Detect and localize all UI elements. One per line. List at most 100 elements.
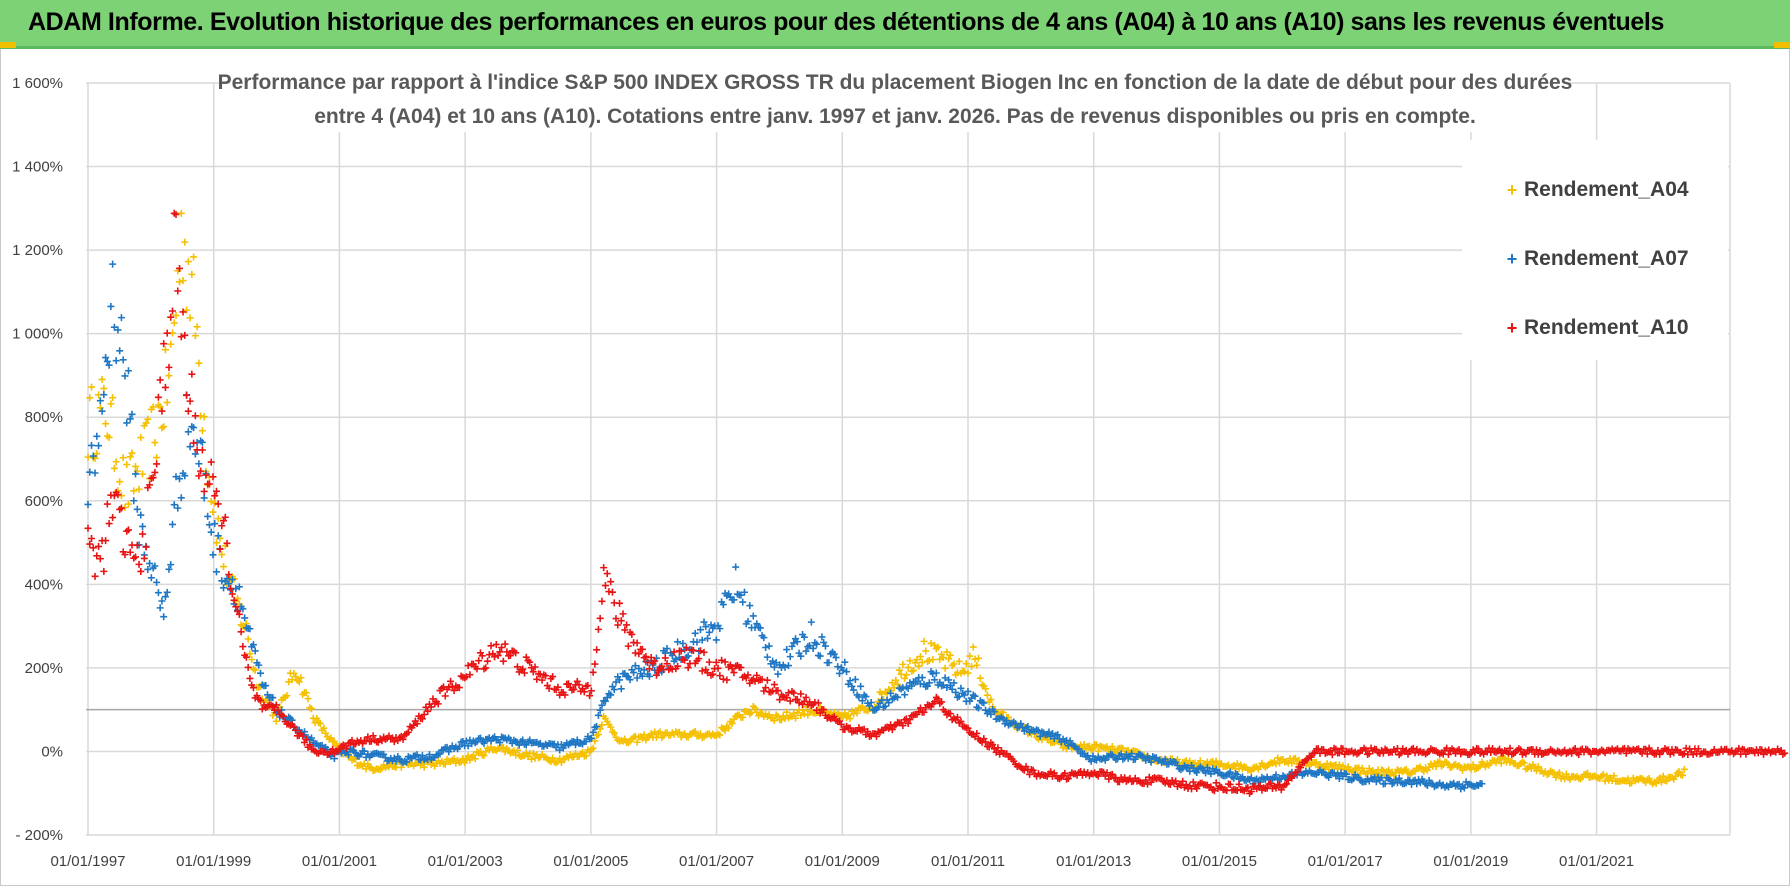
data-point-Rendement_A10 <box>601 582 609 590</box>
data-point-Rendement_A07 <box>1142 756 1150 764</box>
data-point-Rendement_A04 <box>770 717 778 725</box>
data-point-Rendement_A10 <box>1622 749 1630 757</box>
data-point-Rendement_A10 <box>526 658 534 666</box>
data-point-Rendement_A10 <box>651 657 659 665</box>
data-point-Rendement_A10 <box>624 642 632 650</box>
data-point-Rendement_A04 <box>1628 779 1636 787</box>
data-point-Rendement_A04 <box>934 643 942 651</box>
data-point-Rendement_A10 <box>232 603 240 611</box>
data-point-Rendement_A10 <box>795 699 803 707</box>
data-point-Rendement_A07 <box>740 588 748 596</box>
data-point-Rendement_A07 <box>841 658 849 666</box>
data-point-Rendement_A07 <box>744 617 752 625</box>
data-point-Rendement_A10 <box>109 514 117 522</box>
data-point-Rendement_A04 <box>888 679 896 687</box>
data-point-Rendement_A07 <box>931 676 939 684</box>
data-point-Rendement_A04 <box>107 400 115 408</box>
data-point-Rendement_A10 <box>617 617 625 625</box>
data-point-Rendement_A04 <box>721 726 729 734</box>
data-point-Rendement_A10 <box>904 719 912 727</box>
data-point-Rendement_A10 <box>195 472 203 480</box>
data-point-Rendement_A07 <box>936 678 944 686</box>
data-point-Rendement_A10 <box>1256 782 1264 790</box>
data-point-Rendement_A10 <box>179 308 187 316</box>
data-point-Rendement_A10 <box>329 745 337 753</box>
data-point-Rendement_A10 <box>466 671 474 679</box>
data-point-Rendement_A10 <box>1244 784 1252 792</box>
data-point-Rendement_A07 <box>617 685 625 693</box>
data-point-Rendement_A07 <box>1128 750 1136 758</box>
data-point-Rendement_A10 <box>700 648 708 656</box>
data-point-Rendement_A10 <box>670 648 678 656</box>
data-point-Rendement_A07 <box>170 501 178 509</box>
data-point-Rendement_A04 <box>927 639 935 647</box>
data-point-Rendement_A04 <box>116 478 124 486</box>
data-point-Rendement_A10 <box>93 552 101 560</box>
data-point-Rendement_A10 <box>1680 750 1688 758</box>
data-point-Rendement_A04 <box>950 660 958 668</box>
data-point-Rendement_A07 <box>110 323 118 331</box>
data-point-Rendement_A04 <box>220 563 228 571</box>
data-point-Rendement_A10 <box>600 564 608 572</box>
data-point-Rendement_A07 <box>476 734 484 742</box>
data-point-Rendement_A04 <box>962 660 970 668</box>
data-point-Rendement_A07 <box>843 668 851 676</box>
data-point-Rendement_A07 <box>610 686 618 694</box>
data-point-Rendement_A07 <box>418 752 426 760</box>
data-point-Rendement_A07 <box>1372 778 1380 786</box>
data-point-Rendement_A07 <box>797 652 805 660</box>
data-point-Rendement_A07 <box>830 650 838 658</box>
data-point-Rendement_A07 <box>1334 770 1342 778</box>
data-point-Rendement_A10 <box>946 710 954 718</box>
data-point-Rendement_A07 <box>839 666 847 674</box>
data-point-Rendement_A07 <box>172 473 180 481</box>
data-point-Rendement_A10 <box>696 647 704 655</box>
data-point-Rendement_A07 <box>952 688 960 696</box>
data-point-Rendement_A04 <box>1555 769 1563 777</box>
data-point-Rendement_A10 <box>158 407 166 415</box>
data-point-Rendement_A07 <box>955 692 963 700</box>
data-point-Rendement_A04 <box>207 497 215 505</box>
x-tick-label: 01/01/2009 <box>805 853 880 870</box>
data-point-Rendement_A04 <box>1080 740 1088 748</box>
data-point-Rendement_A10 <box>88 535 96 543</box>
data-point-Rendement_A07 <box>881 702 889 710</box>
x-tick-label: 01/01/2019 <box>1433 853 1508 870</box>
data-point-Rendement_A04 <box>191 332 199 340</box>
data-point-Rendement_A07 <box>749 612 757 620</box>
data-point-Rendement_A04 <box>163 398 171 406</box>
data-point-Rendement_A07 <box>126 415 134 423</box>
data-point-Rendement_A10 <box>1166 780 1174 788</box>
data-point-Rendement_A10 <box>1094 772 1102 780</box>
data-point-Rendement_A10 <box>279 712 287 720</box>
data-point-Rendement_A07 <box>739 598 747 606</box>
x-tick-label: 01/01/1999 <box>176 853 251 870</box>
data-point-Rendement_A04 <box>151 439 159 447</box>
data-point-Rendement_A10 <box>197 467 205 475</box>
data-point-Rendement_A07 <box>204 512 212 520</box>
data-point-Rendement_A04 <box>1659 772 1667 780</box>
data-point-Rendement_A10 <box>712 658 720 666</box>
data-point-Rendement_A07 <box>246 625 254 633</box>
data-point-Rendement_A04 <box>922 647 930 655</box>
data-point-Rendement_A10 <box>684 664 692 672</box>
data-point-Rendement_A10 <box>225 571 233 579</box>
data-point-Rendement_A10 <box>211 492 219 500</box>
y-tick-label: 200% <box>25 660 63 677</box>
data-point-Rendement_A04 <box>894 680 902 688</box>
data-point-Rendement_A04 <box>102 420 110 428</box>
data-point-Rendement_A10 <box>774 687 782 695</box>
data-point-Rendement_A07 <box>1335 775 1343 783</box>
data-point-Rendement_A10 <box>1517 746 1525 754</box>
x-tick-label: 01/01/2007 <box>679 853 754 870</box>
data-point-Rendement_A10 <box>429 695 437 703</box>
data-point-Rendement_A07 <box>945 676 953 684</box>
data-point-Rendement_A04 <box>589 744 597 752</box>
data-point-Rendement_A10 <box>753 671 761 679</box>
data-point-Rendement_A04 <box>1652 779 1660 787</box>
data-point-Rendement_A04 <box>1230 761 1238 769</box>
data-point-Rendement_A04 <box>549 754 557 762</box>
data-point-Rendement_A10 <box>1735 744 1743 752</box>
data-point-Rendement_A07 <box>737 591 745 599</box>
data-point-Rendement_A07 <box>633 674 641 682</box>
